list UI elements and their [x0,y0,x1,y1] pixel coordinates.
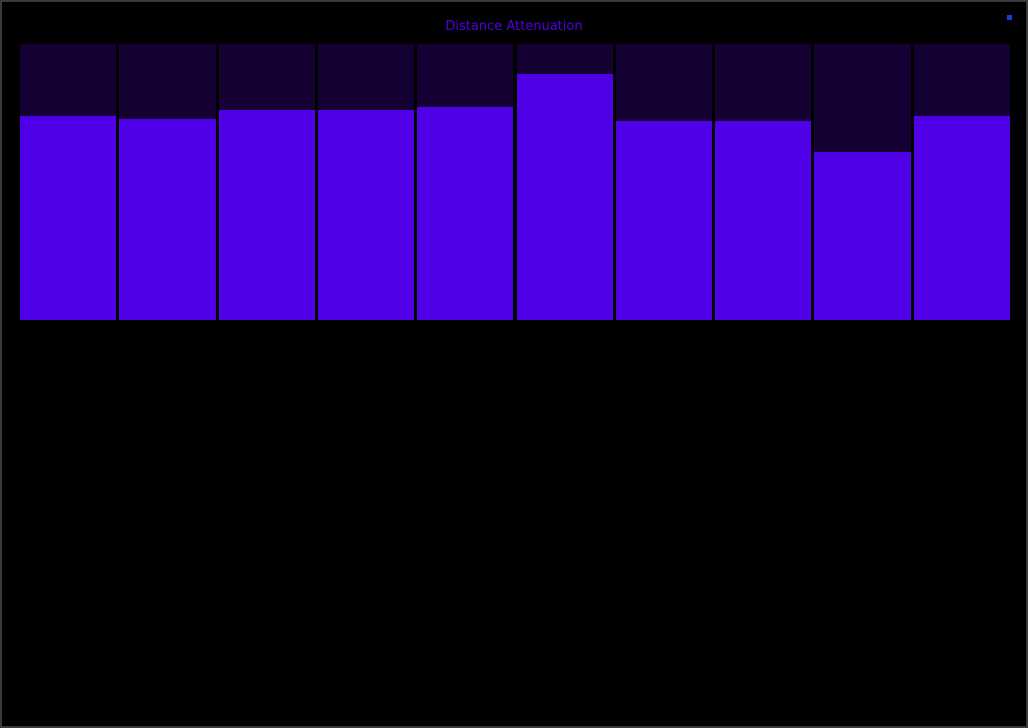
attenuation-slider-3[interactable] [218,44,315,320]
attenuation-slider-6[interactable] [516,44,613,320]
attenuation-slider-2[interactable] [119,44,216,320]
window-title: Distance Attenuation [445,19,583,34]
attenuation-slider-bank [20,44,1010,320]
attenuation-slider-fill [417,107,514,320]
attenuation-slider-fill [20,116,117,320]
attenuation-slider-fill [317,110,415,320]
attenuation-slider-5[interactable] [417,44,514,320]
attenuation-slider-fill [913,116,1010,320]
attenuation-slider-fill [814,152,911,320]
close-icon[interactable] [1007,15,1012,20]
attenuation-slider-8[interactable] [715,44,812,320]
attenuation-slider-fill [516,74,613,320]
attenuation-slider-4[interactable] [317,44,415,320]
attenuation-slider-fill [119,119,216,320]
attenuation-slider-10[interactable] [913,44,1010,320]
attenuation-slider-7[interactable] [615,44,713,320]
attenuation-slider-fill [615,121,713,320]
attenuation-slider-fill [218,110,315,320]
attenuation-slider-9[interactable] [814,44,911,320]
attenuation-slider-fill [715,121,812,320]
attenuation-slider-1[interactable] [20,44,117,320]
